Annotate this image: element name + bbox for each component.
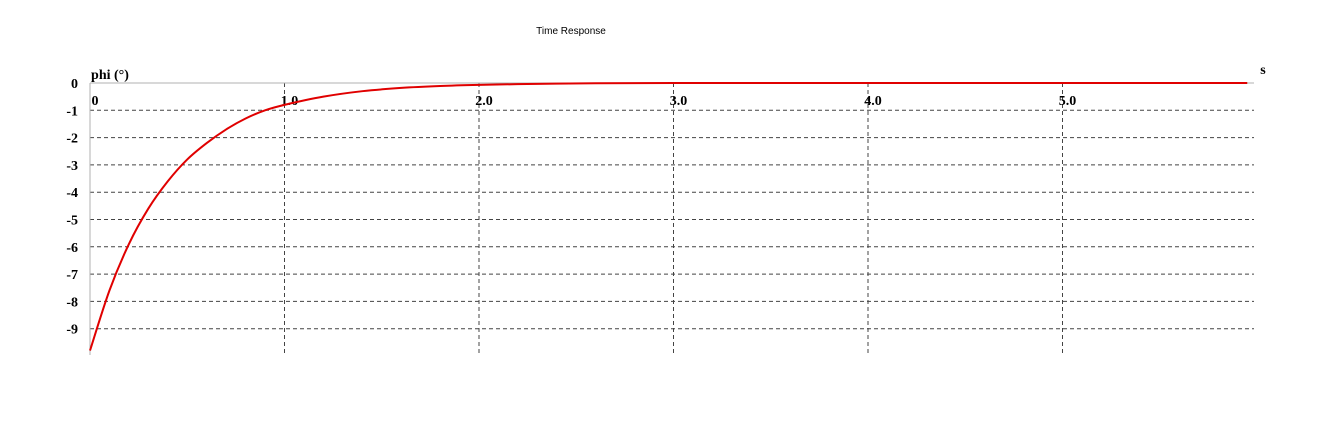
x-tick-label: 5.0 — [1059, 94, 1077, 109]
x-tick-label: 4.0 — [864, 94, 882, 109]
y-tick-label: -3 — [66, 159, 78, 174]
series-line-0 — [89, 81, 1248, 351]
y-tick-label: 0 — [71, 77, 78, 92]
chart-title: Time Response — [536, 26, 606, 37]
y-tick-label: -6 — [66, 241, 78, 256]
y-tick-label: -9 — [66, 323, 78, 338]
y-tick-label: -7 — [66, 268, 78, 283]
y-tick-label: -1 — [66, 104, 78, 119]
x-tick-label: 2.0 — [475, 94, 493, 109]
y-axis-label: phi (°) — [91, 68, 129, 83]
y-tick-label: -4 — [66, 186, 78, 201]
x-tick-label: 3.0 — [670, 94, 688, 109]
series-layer — [89, 81, 1248, 351]
grid-lines — [90, 83, 1254, 355]
x-tick-label: 0 — [92, 94, 99, 109]
y-tick-label: -5 — [66, 214, 78, 229]
y-tick-label: -2 — [66, 132, 78, 147]
x-axis-label: s — [1260, 63, 1266, 78]
y-tick-label: -8 — [66, 295, 78, 310]
tick-labels: 0-1-2-3-4-5-6-7-8-90 1.0 2.0 3.0 4.0 5.0 — [66, 77, 1076, 338]
